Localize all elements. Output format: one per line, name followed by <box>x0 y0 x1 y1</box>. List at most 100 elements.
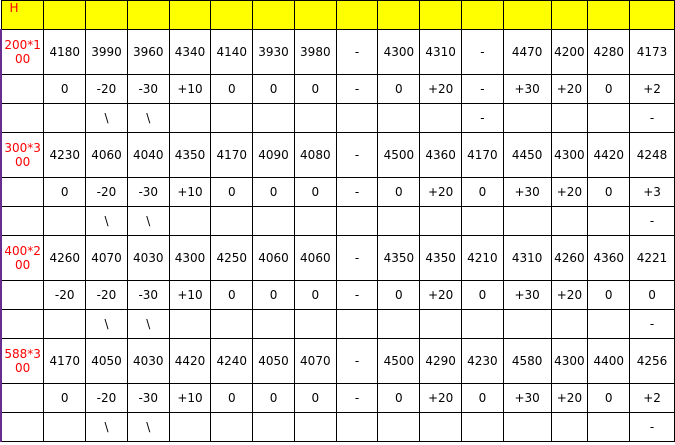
table-cell: 4420 <box>587 132 631 178</box>
table-cell: -20 <box>43 280 87 310</box>
table-cell: 0 <box>43 177 87 207</box>
table-cell: 4080 <box>293 132 337 178</box>
table-cell: 4140 <box>210 29 254 75</box>
table-cell: 4350 <box>377 235 421 281</box>
table-cell <box>587 309 631 339</box>
table-cell: 4170 <box>210 132 254 178</box>
table-cell: - <box>629 103 675 133</box>
table-cell <box>550 309 589 339</box>
table-cell: - <box>335 29 379 75</box>
table-cell: +20 <box>419 177 462 207</box>
table-cell: 4310 <box>502 235 552 281</box>
table-cell: -30 <box>126 177 170 207</box>
table-cell: - <box>335 383 379 413</box>
table-cell: +20 <box>550 74 589 104</box>
table-cell: 4210 <box>461 235 504 281</box>
table-cell <box>419 412 462 442</box>
table-cell <box>377 206 421 236</box>
table-cell: - <box>335 338 379 384</box>
mark-row: \ \ - - <box>0 103 675 133</box>
table-cell <box>587 206 631 236</box>
table-cell: 4070 <box>293 338 337 384</box>
table-cell <box>210 206 254 236</box>
table-cell: \ <box>85 412 128 442</box>
table-cell: \ <box>85 103 128 133</box>
table-cell: 0 <box>252 177 295 207</box>
header-cell <box>335 0 379 30</box>
table-cell: 0 <box>293 74 337 104</box>
table-cell: - <box>335 132 379 178</box>
section-label-empty <box>0 103 45 133</box>
table-cell: 4221 <box>629 235 675 281</box>
table-cell <box>377 103 421 133</box>
table-cell: +20 <box>419 74 462 104</box>
section-label-empty <box>0 280 45 310</box>
table-cell: +20 <box>550 280 589 310</box>
table-cell <box>335 103 379 133</box>
table-cell: 0 <box>377 383 421 413</box>
table-cell <box>293 412 337 442</box>
table-cell: 0 <box>461 383 504 413</box>
table-cell: -20 <box>85 280 128 310</box>
table-cell: 4300 <box>550 132 589 178</box>
table-cell <box>377 309 421 339</box>
table-cell <box>502 309 552 339</box>
table-cell: 4280 <box>587 29 631 75</box>
table-cell <box>293 206 337 236</box>
header-cell <box>419 0 462 30</box>
table-cell: 4060 <box>252 235 295 281</box>
header-cell <box>252 0 295 30</box>
table-cell <box>502 206 552 236</box>
section-label: 588*300 <box>0 338 45 384</box>
section-label: 200*100 <box>0 29 45 75</box>
table-cell <box>168 103 212 133</box>
table-cell: 4230 <box>43 132 87 178</box>
section-label-empty <box>0 206 45 236</box>
table-cell: 4170 <box>43 338 87 384</box>
table-cell: 4360 <box>419 132 462 178</box>
table-cell: 0 <box>293 177 337 207</box>
table-cell <box>168 309 212 339</box>
table-cell: 4090 <box>252 132 295 178</box>
table-cell: 4450 <box>502 132 552 178</box>
table-cell: 4050 <box>252 338 295 384</box>
table-cell: 4060 <box>293 235 337 281</box>
table-cell <box>461 412 504 442</box>
table-cell: - <box>335 280 379 310</box>
section-label-empty <box>0 177 45 207</box>
table-cell: -20 <box>85 74 128 104</box>
table-cell: - <box>335 74 379 104</box>
table-cell: +2 <box>629 74 675 104</box>
header-cell <box>550 0 589 30</box>
table-cell <box>43 206 87 236</box>
table-cell: 4300 <box>377 29 421 75</box>
table-cell: 0 <box>43 383 87 413</box>
section-label-empty <box>0 412 45 442</box>
table-cell: 0 <box>293 383 337 413</box>
table-cell <box>252 206 295 236</box>
table-cell: 4340 <box>168 29 212 75</box>
header-cell <box>461 0 504 30</box>
table-cell: +30 <box>502 74 552 104</box>
table-cell: 4070 <box>85 235 128 281</box>
table-cell: - <box>629 206 675 236</box>
table-cell <box>293 103 337 133</box>
table-cell: 4260 <box>550 235 589 281</box>
table-cell <box>168 206 212 236</box>
header-label-cell: H <box>0 0 45 30</box>
table-cell: 0 <box>210 74 254 104</box>
table-cell <box>210 103 254 133</box>
section-label-empty <box>0 383 45 413</box>
table-cell: -30 <box>126 383 170 413</box>
header-cell <box>293 0 337 30</box>
table-cell: 4470 <box>502 29 552 75</box>
table-cell: 0 <box>377 177 421 207</box>
table-cell: 4360 <box>587 235 631 281</box>
table-cell: \ <box>126 206 170 236</box>
table-cell: +10 <box>168 177 212 207</box>
table-cell: 4250 <box>210 235 254 281</box>
table-cell: 4230 <box>461 338 504 384</box>
table-cell: +30 <box>502 177 552 207</box>
table-cell <box>210 412 254 442</box>
